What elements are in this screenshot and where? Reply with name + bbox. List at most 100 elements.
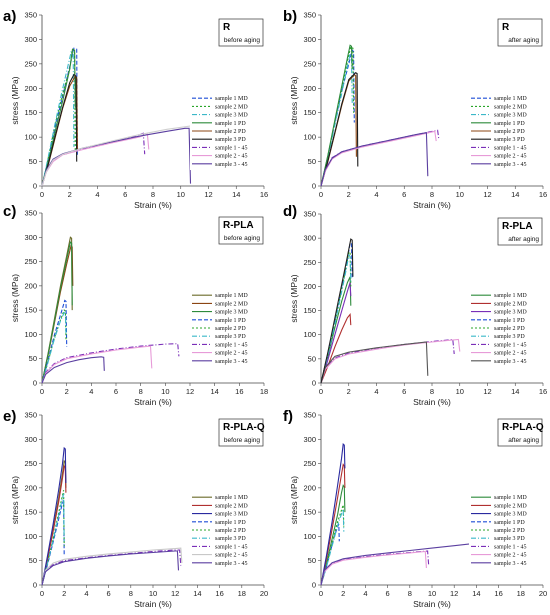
legend-entry: sample 3 MD: [494, 113, 527, 119]
x-tick-label: 4: [363, 589, 367, 598]
legend-entry: sample 1 - 45: [215, 544, 248, 550]
chart-title: R-PLA: [502, 221, 533, 232]
legend-entry: sample 3 PD: [494, 137, 525, 143]
y-tick-label: 350: [303, 411, 316, 420]
x-tick-label: 16: [539, 190, 547, 199]
y-tick-label: 200: [24, 281, 37, 290]
y-tick-label: 100: [24, 133, 37, 142]
series-line: [320, 442, 346, 586]
series-line: [41, 127, 192, 187]
y-tick-label: 50: [308, 157, 316, 166]
legend-entry: sample 3 - 45: [215, 162, 248, 168]
y-tick-label: 350: [303, 11, 316, 20]
y-tick-label: 150: [24, 108, 37, 117]
chart-panel-3: c) 0 2 4 6 8 10 12 14 16 18 0 50 100 150 200 250 300 350 St…: [3, 203, 268, 407]
legend-entry: sample 2 MD: [215, 503, 248, 509]
y-tick-label: 0: [33, 182, 37, 191]
y-tick-label: 0: [312, 581, 316, 590]
legend-entry: sample 2 PD: [215, 129, 246, 135]
x-tick-label: 6: [402, 387, 406, 396]
legend-entry: sample 2 PD: [215, 326, 246, 332]
y-tick-label: 0: [33, 379, 37, 388]
chart-subtitle: after aging: [508, 236, 539, 243]
legend-entry: sample 1 PD: [494, 318, 525, 324]
x-tick-label: 14: [210, 387, 218, 396]
x-axis-label: Strain (%): [413, 599, 451, 609]
x-tick-label: 8: [430, 387, 434, 396]
legend-entry: sample 2 MD: [494, 301, 527, 307]
x-axis-label: Strain (%): [134, 200, 172, 210]
y-tick-label: 300: [303, 435, 316, 444]
chart-subtitle: before aging: [224, 235, 261, 242]
x-tick-label: 10: [177, 190, 185, 199]
series-line: [41, 133, 150, 187]
x-tick-label: 12: [483, 387, 491, 396]
series-line: [41, 356, 105, 384]
y-tick-label: 150: [303, 306, 316, 315]
y-tick-label: 0: [33, 581, 37, 590]
y-tick-label: 350: [24, 11, 37, 20]
series-line: [320, 542, 480, 586]
series-line: [41, 311, 67, 384]
y-tick-label: 250: [24, 59, 37, 68]
series-line: [41, 132, 146, 187]
y-tick-label: 150: [303, 508, 316, 517]
x-tick-label: 6: [114, 387, 118, 396]
x-tick-label: 14: [511, 387, 519, 396]
series-line: [41, 490, 65, 586]
panel-label: e): [3, 408, 16, 425]
chart-subtitle: after aging: [508, 437, 539, 444]
x-tick-label: 0: [40, 190, 44, 199]
x-tick-label: 2: [341, 589, 345, 598]
series-line: [320, 341, 429, 384]
y-tick-label: 150: [24, 306, 37, 315]
x-tick-label: 8: [129, 589, 133, 598]
x-tick-label: 0: [40, 387, 44, 396]
y-tick-label: 350: [24, 209, 37, 218]
legend-entry: sample 2 - 45: [494, 154, 527, 160]
chart-title: R: [223, 22, 231, 33]
x-tick-label: 0: [319, 589, 323, 598]
legend-entry: sample 1 MD: [215, 293, 248, 299]
series-line: [320, 71, 359, 187]
x-tick-label: 2: [347, 387, 351, 396]
series-line: [41, 343, 180, 384]
legend-entry: sample 3 MD: [215, 512, 248, 518]
panel-label: b): [283, 8, 297, 25]
y-tick-label: 50: [308, 556, 316, 565]
legend-entry: sample 1 PD: [215, 520, 246, 526]
x-tick-label: 2: [65, 387, 69, 396]
legend-entry: sample 3 - 45: [215, 561, 248, 567]
x-tick-label: 18: [238, 589, 246, 598]
y-tick-label: 100: [303, 532, 316, 541]
y-tick-label: 100: [303, 330, 316, 339]
x-tick-label: 6: [123, 190, 127, 199]
x-tick-label: 2: [62, 589, 66, 598]
series-line: [320, 53, 353, 187]
series-line: [41, 73, 78, 187]
x-axis-label: Strain (%): [134, 599, 172, 609]
legend-entry: sample 3 PD: [215, 536, 246, 542]
legend-entry: sample 2 PD: [494, 528, 525, 534]
y-tick-label: 250: [303, 258, 316, 267]
y-tick-label: 350: [24, 411, 37, 420]
x-tick-label: 20: [260, 589, 268, 598]
chart-title-box: [497, 217, 543, 246]
legend-entry: sample 1 PD: [494, 520, 525, 526]
y-tick-label: 50: [29, 556, 37, 565]
x-tick-label: 10: [428, 589, 436, 598]
series-line: [320, 282, 352, 384]
legend-entry: sample 2 MD: [494, 503, 527, 509]
x-tick-label: 0: [319, 387, 323, 396]
y-tick-label: 100: [24, 532, 37, 541]
legend-entry: sample 3 - 45: [494, 162, 527, 168]
chart-title-box: [218, 418, 264, 447]
legend-entry: sample 1 MD: [494, 293, 527, 299]
x-tick-label: 6: [107, 589, 111, 598]
series-line: [41, 122, 211, 187]
chart-panel-6: f)0 2 4 6 8 10 12 14 16 18 20050100150200250300350…: [283, 408, 547, 609]
legend-entry: sample 1 PD: [494, 121, 525, 127]
legend-entry: sample 1 - 45: [494, 544, 527, 550]
chart-panel-2: b) 0 2 4 6 8 10 12 14 16 0 50 100 150 200 250 300 350 Stra…: [283, 8, 547, 210]
